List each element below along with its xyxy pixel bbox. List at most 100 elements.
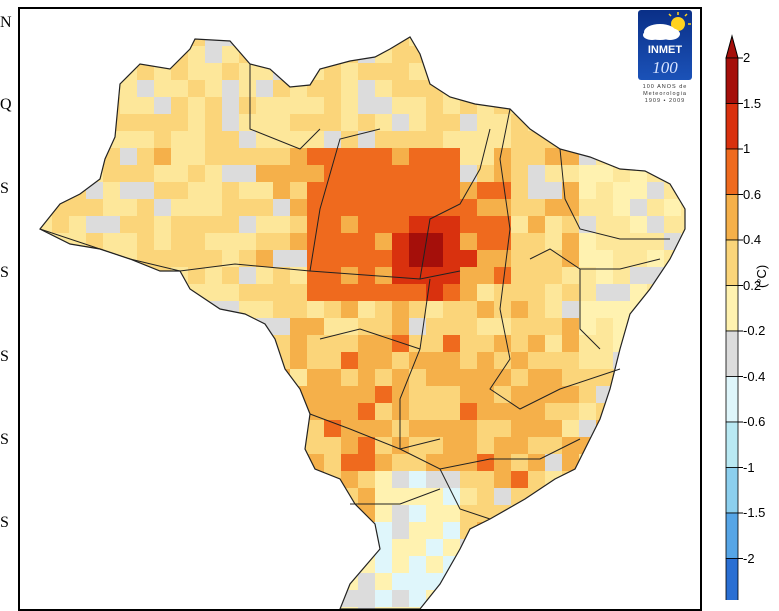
grid-cell: [40, 199, 52, 216]
grid-cell: [409, 46, 426, 63]
grid-cell: [273, 590, 290, 607]
grid-cell: [460, 267, 477, 284]
grid-cell: [647, 471, 664, 488]
grid-cell: [188, 301, 205, 318]
grid-cell: [647, 301, 664, 318]
grid-cell: [103, 573, 120, 590]
grid-cell: [596, 318, 613, 335]
grid-cell: [188, 97, 205, 114]
grid-cell: [630, 437, 647, 454]
grid-cell: [477, 216, 494, 233]
grid-cell: [358, 539, 375, 556]
grid-cell: [40, 233, 52, 250]
grid-cell: [630, 318, 647, 335]
grid-cell: [664, 556, 681, 573]
grid-cell: [494, 403, 511, 420]
grid-cell: [613, 216, 630, 233]
grid-cell: [86, 318, 103, 335]
grid-cell: [307, 80, 324, 97]
grid-cell: [460, 505, 477, 522]
grid-cell: [120, 403, 137, 420]
grid-cell: [392, 454, 409, 471]
grid-cell: [40, 573, 52, 590]
grid-cell: [392, 505, 409, 522]
grid-cell: [375, 165, 392, 182]
grid-cell: [86, 284, 103, 301]
grid-cell: [511, 403, 528, 420]
grid-cell: [52, 318, 69, 335]
grid-cell: [324, 250, 341, 267]
grid-cell: [681, 335, 685, 352]
grid-cell: [579, 471, 596, 488]
grid-cell: [40, 590, 52, 607]
grid-cell: [290, 37, 307, 46]
grid-cell: [528, 148, 545, 165]
grid-cell: [630, 165, 647, 182]
grid-cell: [545, 369, 562, 386]
grid-cell: [409, 182, 426, 199]
grid-cell: [630, 573, 647, 590]
grid-cell: [477, 114, 494, 131]
grid-cell: [324, 131, 341, 148]
grid-cell: [290, 131, 307, 148]
grid-cell: [341, 114, 358, 131]
grid-cell: [256, 216, 273, 233]
color-legend: 2 1.5 1 0.6 0.4 0.2 -0.2 -0.4 -0.6 -1 -1.5 -2: [716, 30, 779, 605]
grid-cell: [375, 488, 392, 505]
grid-cell: [562, 267, 579, 284]
grid-cell: [630, 590, 647, 607]
grid-cell: [40, 318, 52, 335]
grid-cell: [426, 335, 443, 352]
grid-cell: [307, 522, 324, 539]
legend-swatch: [725, 376, 739, 423]
grid-cell: [562, 318, 579, 335]
grid-cell: [307, 573, 324, 590]
grid-cell: [171, 522, 188, 539]
lat-label: S: [0, 514, 9, 531]
grid-cell: [205, 488, 222, 505]
grid-cell: [69, 182, 86, 199]
grid-cell: [511, 199, 528, 216]
grid-cell: [579, 403, 596, 420]
grid-cell: [698, 29, 700, 46]
grid-cell: [477, 437, 494, 454]
grid-cell: [511, 131, 528, 148]
grid-cell: [392, 216, 409, 233]
grid-cell: [426, 97, 443, 114]
grid-cell: [256, 386, 273, 403]
grid-cell: [596, 199, 613, 216]
grid-cell: [290, 471, 307, 488]
grid-cell: [681, 386, 685, 403]
grid-cell: [290, 352, 307, 369]
grid-cell: [511, 233, 528, 250]
grid-cell: [392, 46, 409, 63]
grid-cell: [307, 114, 324, 131]
grid-cell: [137, 488, 154, 505]
grid-cell: [579, 505, 596, 522]
grid-cell: [69, 216, 86, 233]
grid-cell: [613, 369, 630, 386]
grid-cell: [324, 352, 341, 369]
grid-cell: [171, 301, 188, 318]
grid-cell: [137, 318, 154, 335]
grid-cell: [647, 335, 664, 352]
grid-cell: [341, 131, 358, 148]
legend-swatch: [725, 103, 739, 150]
grid-cell: [239, 471, 256, 488]
grid-cell: [562, 607, 579, 609]
grid-cell: [256, 335, 273, 352]
grid-cell: [698, 80, 700, 97]
grid-cell: [86, 369, 103, 386]
grid-cell: [103, 37, 120, 46]
grid-cell: [545, 267, 562, 284]
grid-cell: [222, 556, 239, 573]
grid-cell: [69, 454, 86, 471]
grid-cell: [171, 63, 188, 80]
grid-cell: [120, 539, 137, 556]
grid-cell: [698, 301, 700, 318]
grid-cell: [86, 573, 103, 590]
state-border: [419, 128, 491, 280]
grid-cell: [477, 80, 494, 97]
grid-cell: [341, 556, 358, 573]
grid-cell: [443, 233, 460, 250]
